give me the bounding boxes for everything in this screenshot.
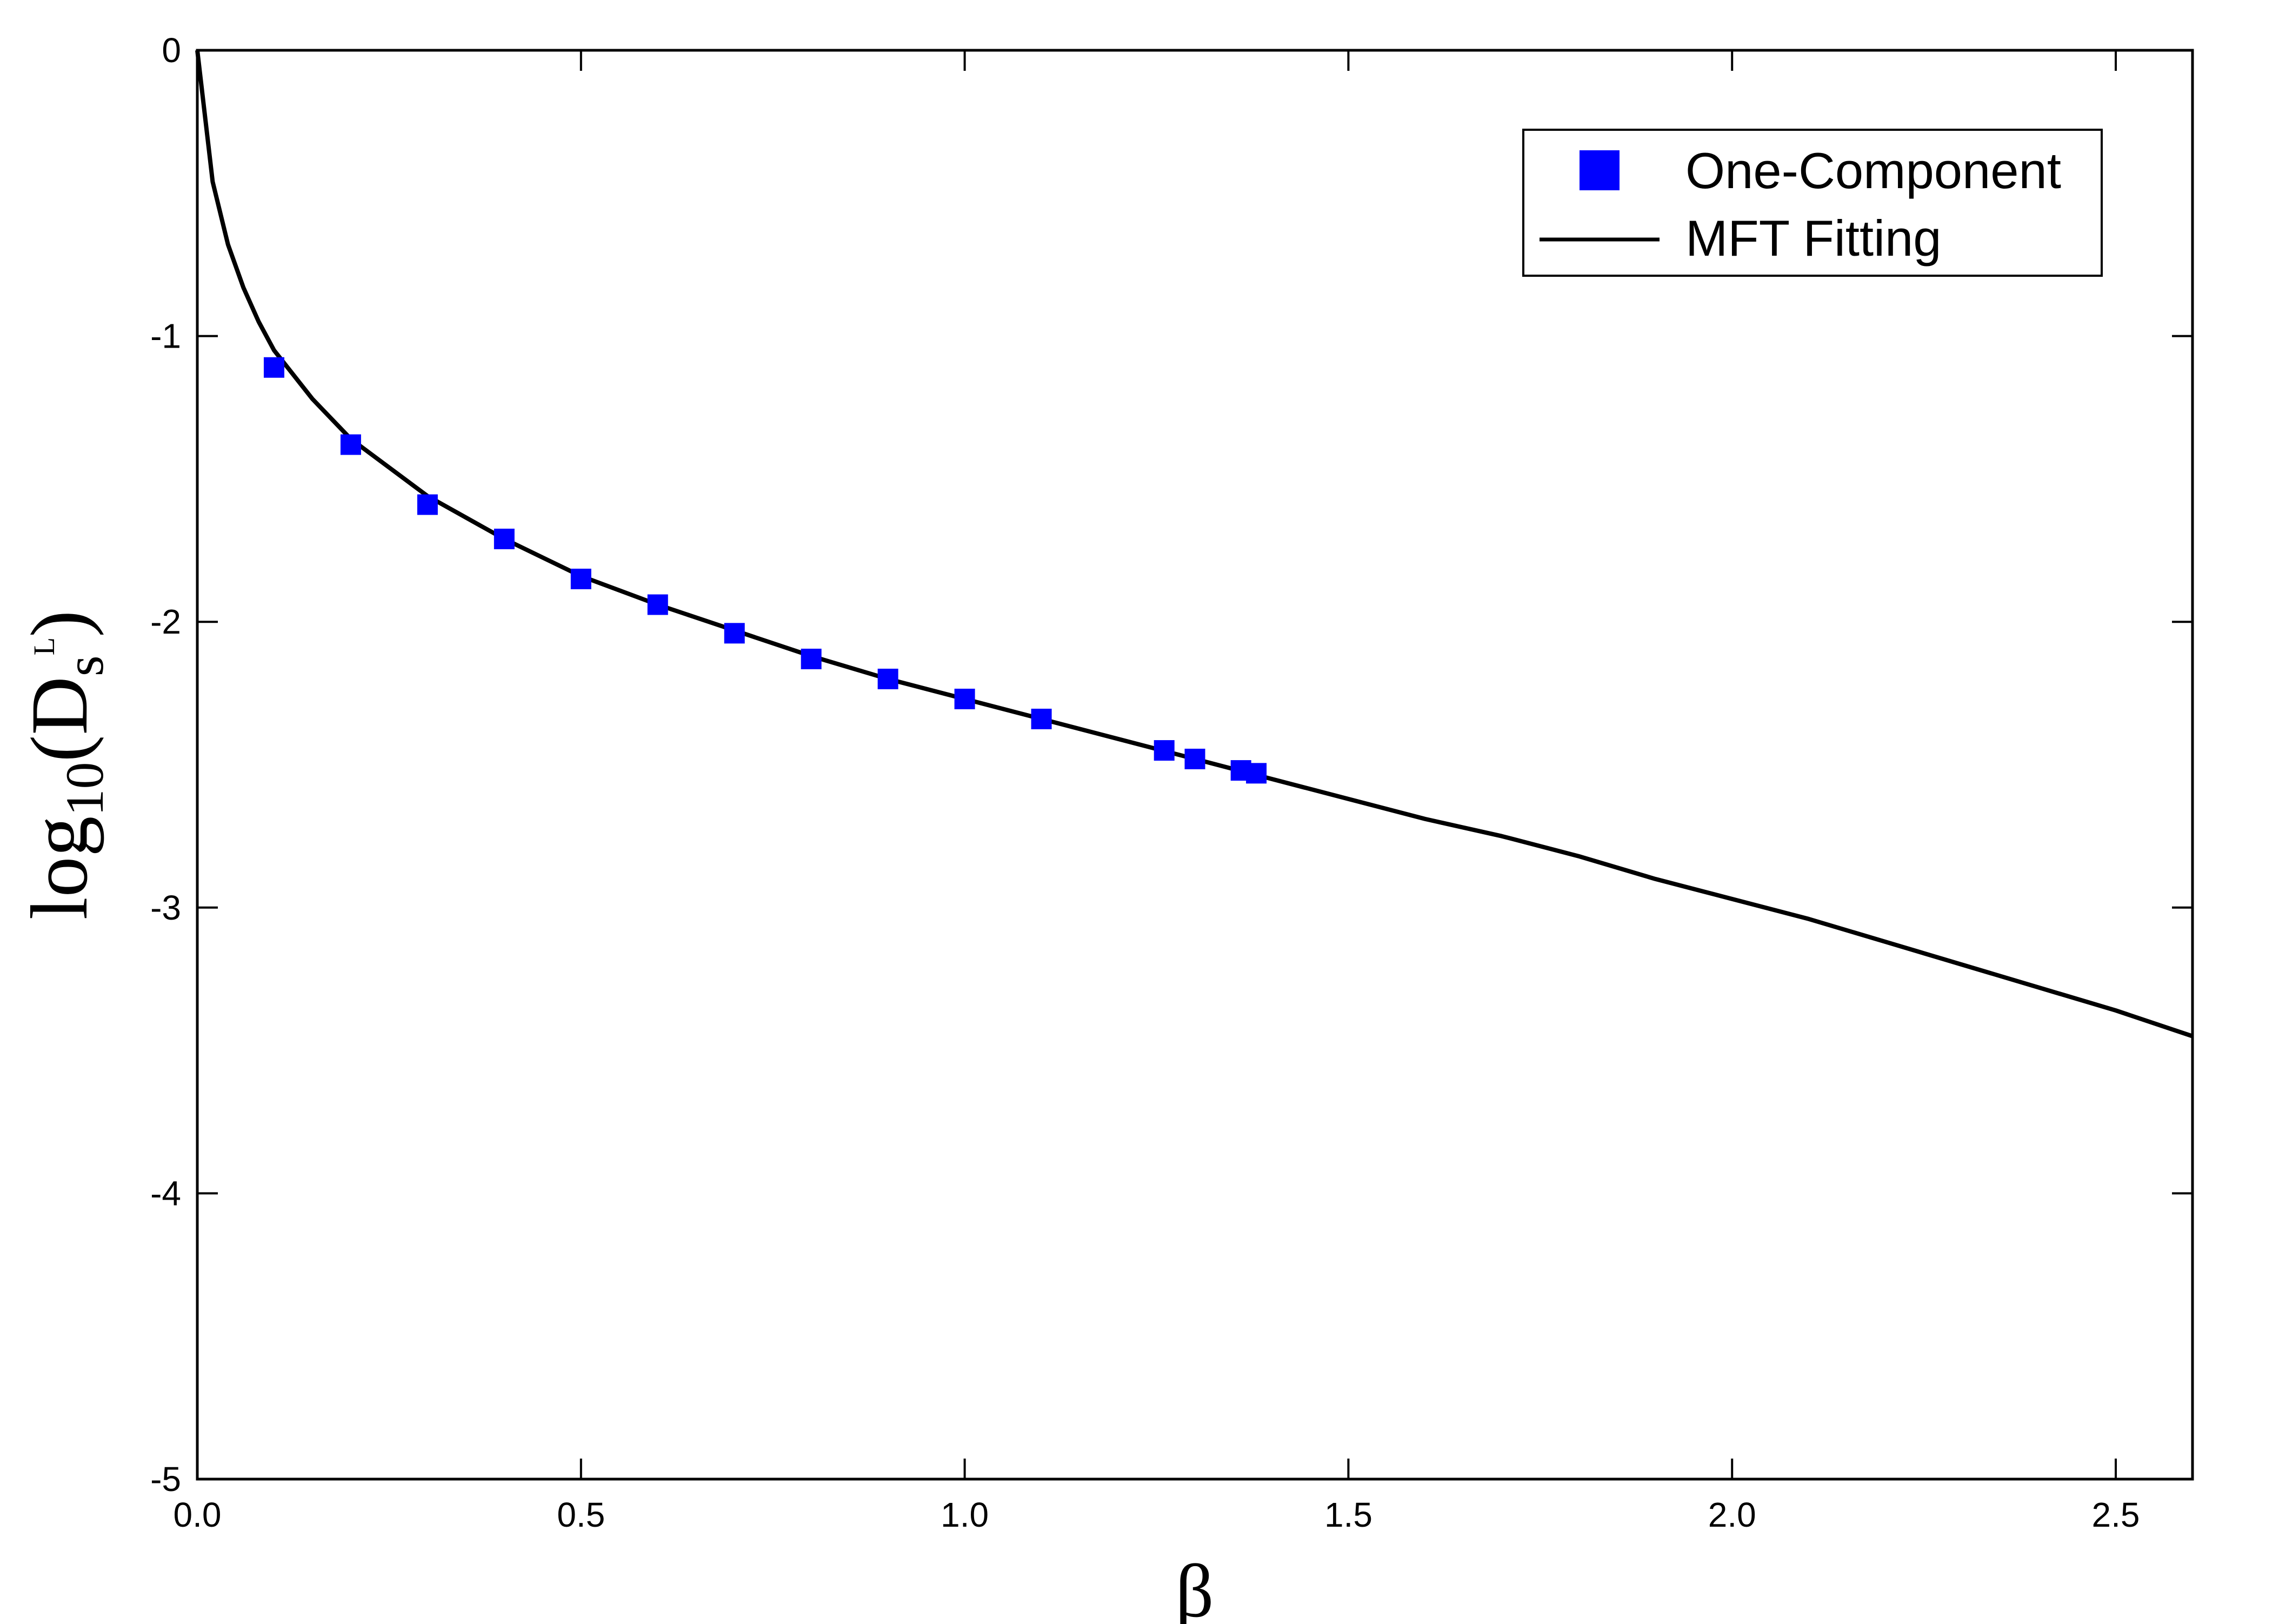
y-axis-ticks: 0 -1 -2 -3 -4 -5 bbox=[150, 31, 2193, 1499]
y-axis-title-close-paren: ) bbox=[15, 610, 104, 637]
legend-label-mft-fitting: MFT Fitting bbox=[1685, 210, 1942, 267]
plot-frame bbox=[196, 49, 2194, 1481]
one-component-point bbox=[1184, 748, 1205, 769]
one-component-point bbox=[1154, 740, 1175, 761]
x-tick-label: 2.5 bbox=[2092, 1495, 2140, 1534]
one-component-point bbox=[570, 568, 591, 589]
y-tick-label: -1 bbox=[150, 317, 181, 356]
y-axis-title-open-paren: ( bbox=[15, 735, 104, 762]
y-axis-title-log: log bbox=[15, 816, 104, 920]
y-axis-title-d-subscript: s bbox=[55, 655, 115, 676]
one-component-point bbox=[954, 688, 975, 709]
x-tick-label: 1.0 bbox=[941, 1495, 989, 1534]
x-tick-label: 0.5 bbox=[557, 1495, 605, 1534]
y-tick-label: -3 bbox=[150, 888, 181, 927]
legend-box bbox=[1522, 129, 2103, 277]
y-tick-label: 0 bbox=[162, 31, 181, 70]
x-axis-ticks: 0.0 0.5 1.0 1.5 2.0 2.5 bbox=[174, 50, 2140, 1534]
x-tick-label: 0.0 bbox=[174, 1495, 222, 1534]
y-axis-title-d: D bbox=[15, 676, 104, 735]
y-axis-title-d-superscript: L bbox=[28, 637, 61, 656]
one-component-point bbox=[724, 623, 745, 644]
one-component-point bbox=[417, 494, 438, 515]
legend: One-Component MFT Fitting bbox=[1522, 129, 2103, 277]
y-axis-title: log10(DsL) bbox=[15, 610, 115, 920]
y-tick-label: -4 bbox=[150, 1174, 181, 1213]
one-component-point bbox=[263, 357, 284, 378]
one-component-point bbox=[647, 594, 668, 615]
x-tick-label: 1.5 bbox=[1324, 1495, 1372, 1534]
x-axis-title: β bbox=[1175, 1549, 1214, 1624]
one-component-point bbox=[340, 434, 361, 455]
y-axis-title-log-subscript: 10 bbox=[55, 762, 115, 816]
one-component-point bbox=[1246, 763, 1267, 784]
one-component-point bbox=[801, 648, 822, 669]
one-component-point bbox=[494, 528, 515, 549]
y-tick-label: -2 bbox=[150, 602, 181, 641]
legend-marker-one-component bbox=[1580, 150, 1620, 190]
y-tick-label: -5 bbox=[150, 1460, 181, 1499]
legend-label-one-component: One-Component bbox=[1685, 142, 2061, 199]
one-component-point bbox=[877, 668, 898, 689]
plot-series bbox=[195, 50, 2194, 1039]
one-component-point bbox=[1031, 708, 1052, 729]
x-tick-label: 2.0 bbox=[1708, 1495, 1756, 1534]
